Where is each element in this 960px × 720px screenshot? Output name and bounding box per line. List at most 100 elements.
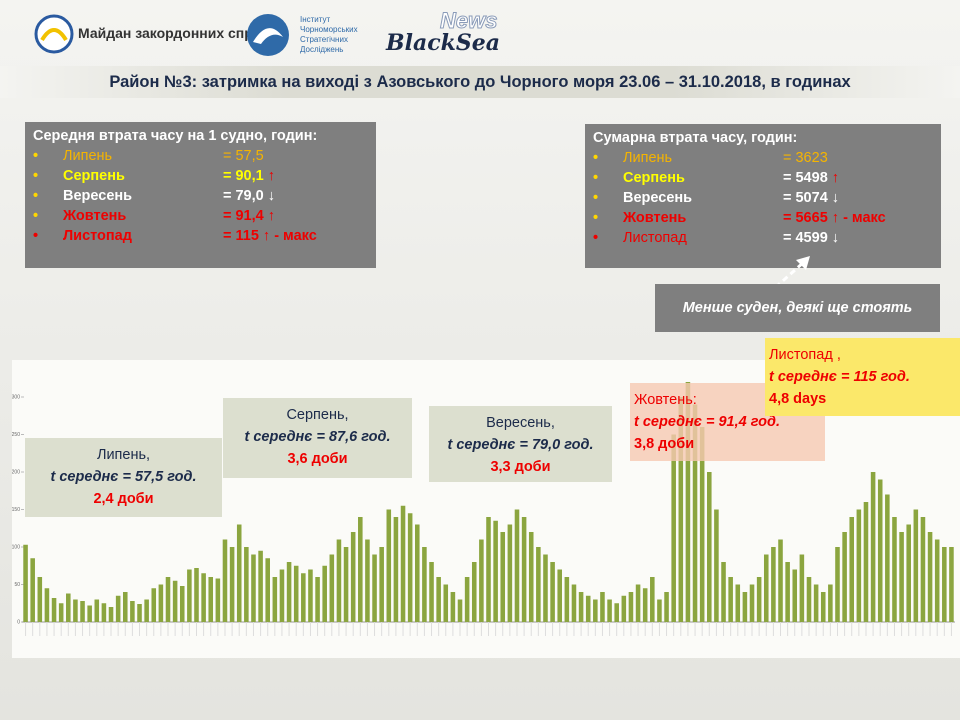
- bar: [778, 539, 783, 622]
- bar: [607, 599, 612, 622]
- annotation-line: 4,8 days: [769, 391, 827, 407]
- box-row: Серпень = 5498 ↑: [593, 168, 933, 188]
- y-tick-label: 250: [12, 432, 20, 438]
- row-value: = 5665 ↑ - макс: [783, 210, 886, 226]
- bar: [628, 592, 634, 622]
- chart-annotation: Серпень, t середнє = 87,6 год. 3,6 доби: [223, 398, 412, 478]
- bar: [856, 509, 862, 622]
- bar: [322, 565, 327, 622]
- annotation-line: 3,3 доби: [490, 459, 551, 475]
- bar: [550, 562, 555, 622]
- bar: [657, 599, 662, 622]
- bar: [301, 573, 306, 622]
- chart-annotation: Вересень, t середнє = 79,0 год. 3,3 доби: [429, 406, 612, 482]
- bar: [578, 592, 584, 622]
- row-label: Липень: [623, 150, 673, 166]
- bar: [422, 547, 427, 622]
- bar: [571, 584, 577, 622]
- bar: [920, 517, 926, 622]
- logo-line: Інститут: [300, 15, 331, 24]
- bar: [315, 577, 320, 622]
- bar: [863, 502, 869, 622]
- trend-arrow: ↑: [262, 228, 271, 244]
- bar: [443, 584, 449, 622]
- bar: [763, 554, 769, 622]
- bar: [642, 588, 648, 622]
- bar: [799, 554, 805, 622]
- bar: [913, 509, 919, 622]
- bar: [358, 517, 363, 622]
- bar: [372, 554, 377, 622]
- bar: [293, 565, 299, 622]
- bar: [343, 547, 349, 622]
- row-value: = 4599 ↓: [783, 230, 840, 246]
- row-value: = 91,4 ↑: [223, 208, 275, 224]
- bar: [73, 599, 78, 622]
- trend-arrow: ↓: [831, 190, 840, 206]
- box-row: Жовтень = 5665 ↑ - макс: [593, 208, 933, 228]
- row-value: = 79,0 ↓: [223, 188, 275, 204]
- bar: [771, 547, 776, 622]
- bar: [621, 595, 627, 622]
- logo-line: Стратегічних: [300, 35, 348, 44]
- bar: [685, 382, 691, 622]
- bar: [820, 592, 826, 622]
- logo-text: Інститут Чорноморських Стратегічних Дослідж…: [300, 15, 358, 55]
- row-label: Листопад: [623, 230, 687, 246]
- y-tick-label: 300: [12, 394, 20, 400]
- callout: Менше суден, деякі ще стоять: [655, 284, 940, 332]
- bar: [742, 592, 748, 622]
- row-label: Липень: [63, 148, 113, 164]
- annotation-line: t середнє = 57,5 год.: [50, 469, 197, 485]
- box-row: Липень = 57,5: [33, 146, 368, 166]
- annotation-line: t середнє = 115 год.: [769, 369, 910, 385]
- bar: [51, 598, 57, 622]
- bar: [906, 524, 911, 622]
- bar: [208, 577, 214, 622]
- bar: [158, 584, 164, 622]
- box-row: Листопад = 115 ↑ - макс: [33, 226, 368, 246]
- bar: [400, 505, 406, 622]
- row-value: = 57,5: [223, 148, 264, 164]
- bar: [934, 539, 940, 622]
- bar: [80, 601, 85, 622]
- annotation-line: Жовтень:: [634, 392, 697, 408]
- logo-line: Чорноморських: [300, 25, 358, 34]
- bar: [543, 554, 548, 622]
- row-value: = 115 ↑ - макс: [223, 228, 317, 244]
- bar: [66, 593, 71, 622]
- bar: [229, 547, 235, 622]
- logo-line: Досліджень: [300, 45, 344, 54]
- bar: [236, 524, 242, 622]
- row-label: Вересень: [623, 190, 693, 206]
- bar: [664, 592, 669, 622]
- y-tick-label: 50: [14, 582, 20, 588]
- row-label: Вересень: [63, 188, 133, 204]
- trend-arrow: ↑: [831, 210, 840, 226]
- annotation-line: t середнє = 87,6 год.: [244, 429, 391, 445]
- bar: [749, 584, 755, 622]
- bar: [414, 524, 420, 622]
- bar: [728, 577, 733, 622]
- trend-arrow: ↑: [831, 170, 840, 186]
- row-value: = 5498 ↑: [783, 170, 840, 186]
- bar: [258, 550, 263, 622]
- bar: [379, 547, 384, 622]
- bar: [365, 539, 370, 622]
- arrow: [767, 256, 810, 296]
- bar: [493, 520, 498, 622]
- trend-arrow: ↓: [831, 230, 840, 246]
- bar: [536, 547, 541, 622]
- bar: [593, 599, 598, 622]
- bar: [585, 595, 591, 622]
- annotation-line: t середнє = 79,0 год.: [447, 437, 594, 453]
- bar: [172, 580, 178, 622]
- bar: [122, 592, 128, 622]
- bar: [201, 573, 206, 622]
- bar: [450, 592, 456, 622]
- bar: [735, 584, 741, 622]
- bar: [130, 601, 135, 622]
- annotation-line: Липень,: [96, 447, 151, 463]
- bar: [336, 539, 342, 622]
- trend-arrow: ↑: [267, 168, 275, 184]
